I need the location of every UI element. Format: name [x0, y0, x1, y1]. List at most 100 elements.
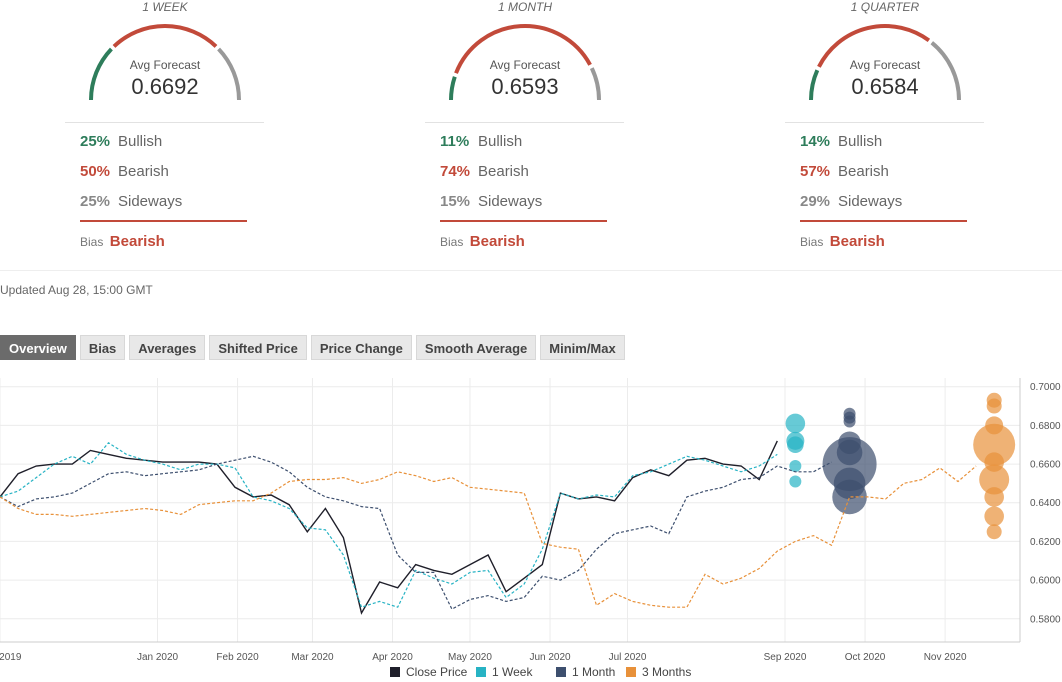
- y-tick-label: 0.6000: [1030, 576, 1061, 587]
- legend-label[interactable]: Close Price: [406, 665, 468, 679]
- series-line-month: [0, 455, 832, 610]
- tab-averages[interactable]: Averages: [129, 335, 206, 360]
- forecast-bubble[interactable]: [986, 524, 1002, 540]
- y-tick-label: 0.7000: [1030, 382, 1061, 393]
- forecast-bubble[interactable]: [843, 415, 856, 428]
- sideways-row: 25% Sideways: [80, 192, 182, 212]
- bullish-pct: 25%: [80, 133, 111, 150]
- bullish-pct: 11%: [440, 133, 470, 150]
- avg-forecast-label: Avg Forecast: [489, 58, 561, 72]
- bias-row: Bias Bearish: [80, 232, 165, 252]
- sideways-label: Sideways: [838, 193, 903, 210]
- x-tick-label: May 2020: [448, 652, 492, 663]
- bullish-label: Bullish: [118, 133, 163, 150]
- x-tick-label: Jul 2020: [609, 652, 647, 663]
- panel-divider: [425, 122, 624, 123]
- x-tick-label: Jan 2020: [137, 652, 179, 663]
- avg-forecast-value: 0.6593: [491, 74, 559, 99]
- bearish-row: 74% Bearish: [440, 162, 529, 182]
- chart-tabs: Overview Bias Averages Shifted Price Pri…: [0, 335, 629, 360]
- legend-label[interactable]: 1 Month: [572, 665, 615, 679]
- y-tick-label: 0.6400: [1030, 498, 1061, 509]
- gauge-arc-sideways: [589, 67, 602, 101]
- bullish-row: 14% Bullish: [800, 132, 882, 152]
- forecast-bubble[interactable]: [979, 464, 1010, 495]
- forecast-bubble[interactable]: [973, 423, 1016, 466]
- bias-label: Bias: [80, 235, 104, 249]
- gauge-arc-bullish: [449, 76, 457, 101]
- legend-swatch: [476, 667, 486, 677]
- bearish-label: Bearish: [118, 163, 169, 180]
- avg-forecast-value: 0.6584: [851, 74, 919, 99]
- tab-minim-max[interactable]: Minim/Max: [540, 335, 625, 360]
- forecast-panel-month: 1 MONTH Avg Forecast 0.6593 11% Bullish 7…: [425, 0, 725, 260]
- bias-value: Bearish: [109, 233, 165, 250]
- sideways-pct: 15%: [440, 193, 471, 210]
- sideways-label: Sideways: [118, 193, 183, 210]
- forecast-chart: 0.5800 0.6000 0.6200 0.6400 0.6600 0.6800 0.70…: [0, 378, 1061, 679]
- sideways-row: 15% Sideways: [440, 192, 542, 212]
- x-tick-label: Oct 2020: [845, 652, 886, 663]
- bias-value: Bearish: [829, 233, 885, 250]
- bias-value: Bearish: [469, 233, 525, 250]
- bullish-label: Bullish: [478, 133, 523, 150]
- bullish-row: 25% Bullish: [80, 132, 162, 152]
- x-tick-label: Nov 2020: [924, 652, 967, 663]
- bearish-row: 50% Bearish: [80, 162, 169, 182]
- x-tick-label: Mar 2020: [291, 652, 334, 663]
- sideways-label: Sideways: [478, 193, 543, 210]
- legend-label[interactable]: 3 Months: [642, 665, 691, 679]
- y-tick-label: 0.6600: [1030, 460, 1061, 471]
- avg-forecast-label: Avg Forecast: [129, 58, 201, 72]
- series-line-close: [0, 440, 778, 615]
- tab-smooth-average[interactable]: Smooth Average: [415, 335, 537, 360]
- bearish-label: Bearish: [838, 163, 889, 180]
- bearish-pct: 57%: [800, 163, 831, 180]
- bullish-label: Bullish: [838, 133, 883, 150]
- y-tick-label: 0.5800: [1030, 614, 1061, 625]
- sentiment-gauge: [449, 24, 602, 101]
- forecast-bubble[interactable]: [789, 460, 802, 472]
- forecast-bubble[interactable]: [787, 436, 804, 454]
- x-tick-label: Nov 2019: [0, 652, 22, 663]
- section-divider: [0, 270, 1062, 271]
- bearish-label: Bearish: [478, 163, 529, 180]
- bias-divider: [80, 220, 247, 222]
- forecast-bubble[interactable]: [986, 398, 1002, 414]
- sentiment-gauge: [89, 24, 241, 101]
- x-tick-label: Apr 2020: [372, 652, 413, 663]
- gauge-arc-bullish: [89, 47, 113, 101]
- avg-forecast-label: Avg Forecast: [849, 58, 921, 72]
- forecast-bubble[interactable]: [984, 506, 1004, 527]
- legend-label[interactable]: 1 Week: [492, 665, 533, 679]
- y-tick-label: 0.6200: [1030, 537, 1061, 548]
- bias-label: Bias: [440, 235, 464, 249]
- legend-swatch: [556, 667, 566, 677]
- tab-shifted-price[interactable]: Shifted Price: [209, 335, 307, 360]
- y-tick-label: 0.6800: [1030, 421, 1061, 432]
- bias-row: Bias Bearish: [440, 232, 525, 252]
- legend-swatch: [390, 667, 400, 677]
- tab-price-change[interactable]: Price Change: [310, 335, 412, 360]
- forecast-bubble[interactable]: [984, 487, 1004, 507]
- forecast-bubble[interactable]: [785, 413, 806, 434]
- gauge-arc-bearish: [817, 24, 931, 68]
- panel-period: 1 WEEK: [142, 0, 188, 14]
- bias-label: Bias: [800, 235, 824, 249]
- gauge-arc-bearish: [454, 24, 592, 74]
- forecast-bubble[interactable]: [789, 475, 802, 488]
- bullish-pct: 14%: [800, 133, 831, 150]
- sideways-pct: 29%: [800, 193, 831, 210]
- series-line-quarter: [0, 465, 977, 608]
- tab-overview[interactable]: Overview: [0, 335, 76, 360]
- tab-bias[interactable]: Bias: [79, 335, 126, 360]
- series-line-week: [0, 442, 778, 608]
- panel-divider: [65, 122, 264, 123]
- forecast-bubble[interactable]: [832, 479, 867, 515]
- gauge-arc-bullish: [809, 69, 820, 101]
- bearish-row: 57% Bearish: [800, 162, 889, 182]
- bias-row: Bias Bearish: [800, 232, 885, 252]
- sideways-pct: 25%: [80, 193, 111, 210]
- sentiment-gauge: [809, 24, 961, 101]
- avg-forecast-value: 0.6692: [131, 74, 199, 99]
